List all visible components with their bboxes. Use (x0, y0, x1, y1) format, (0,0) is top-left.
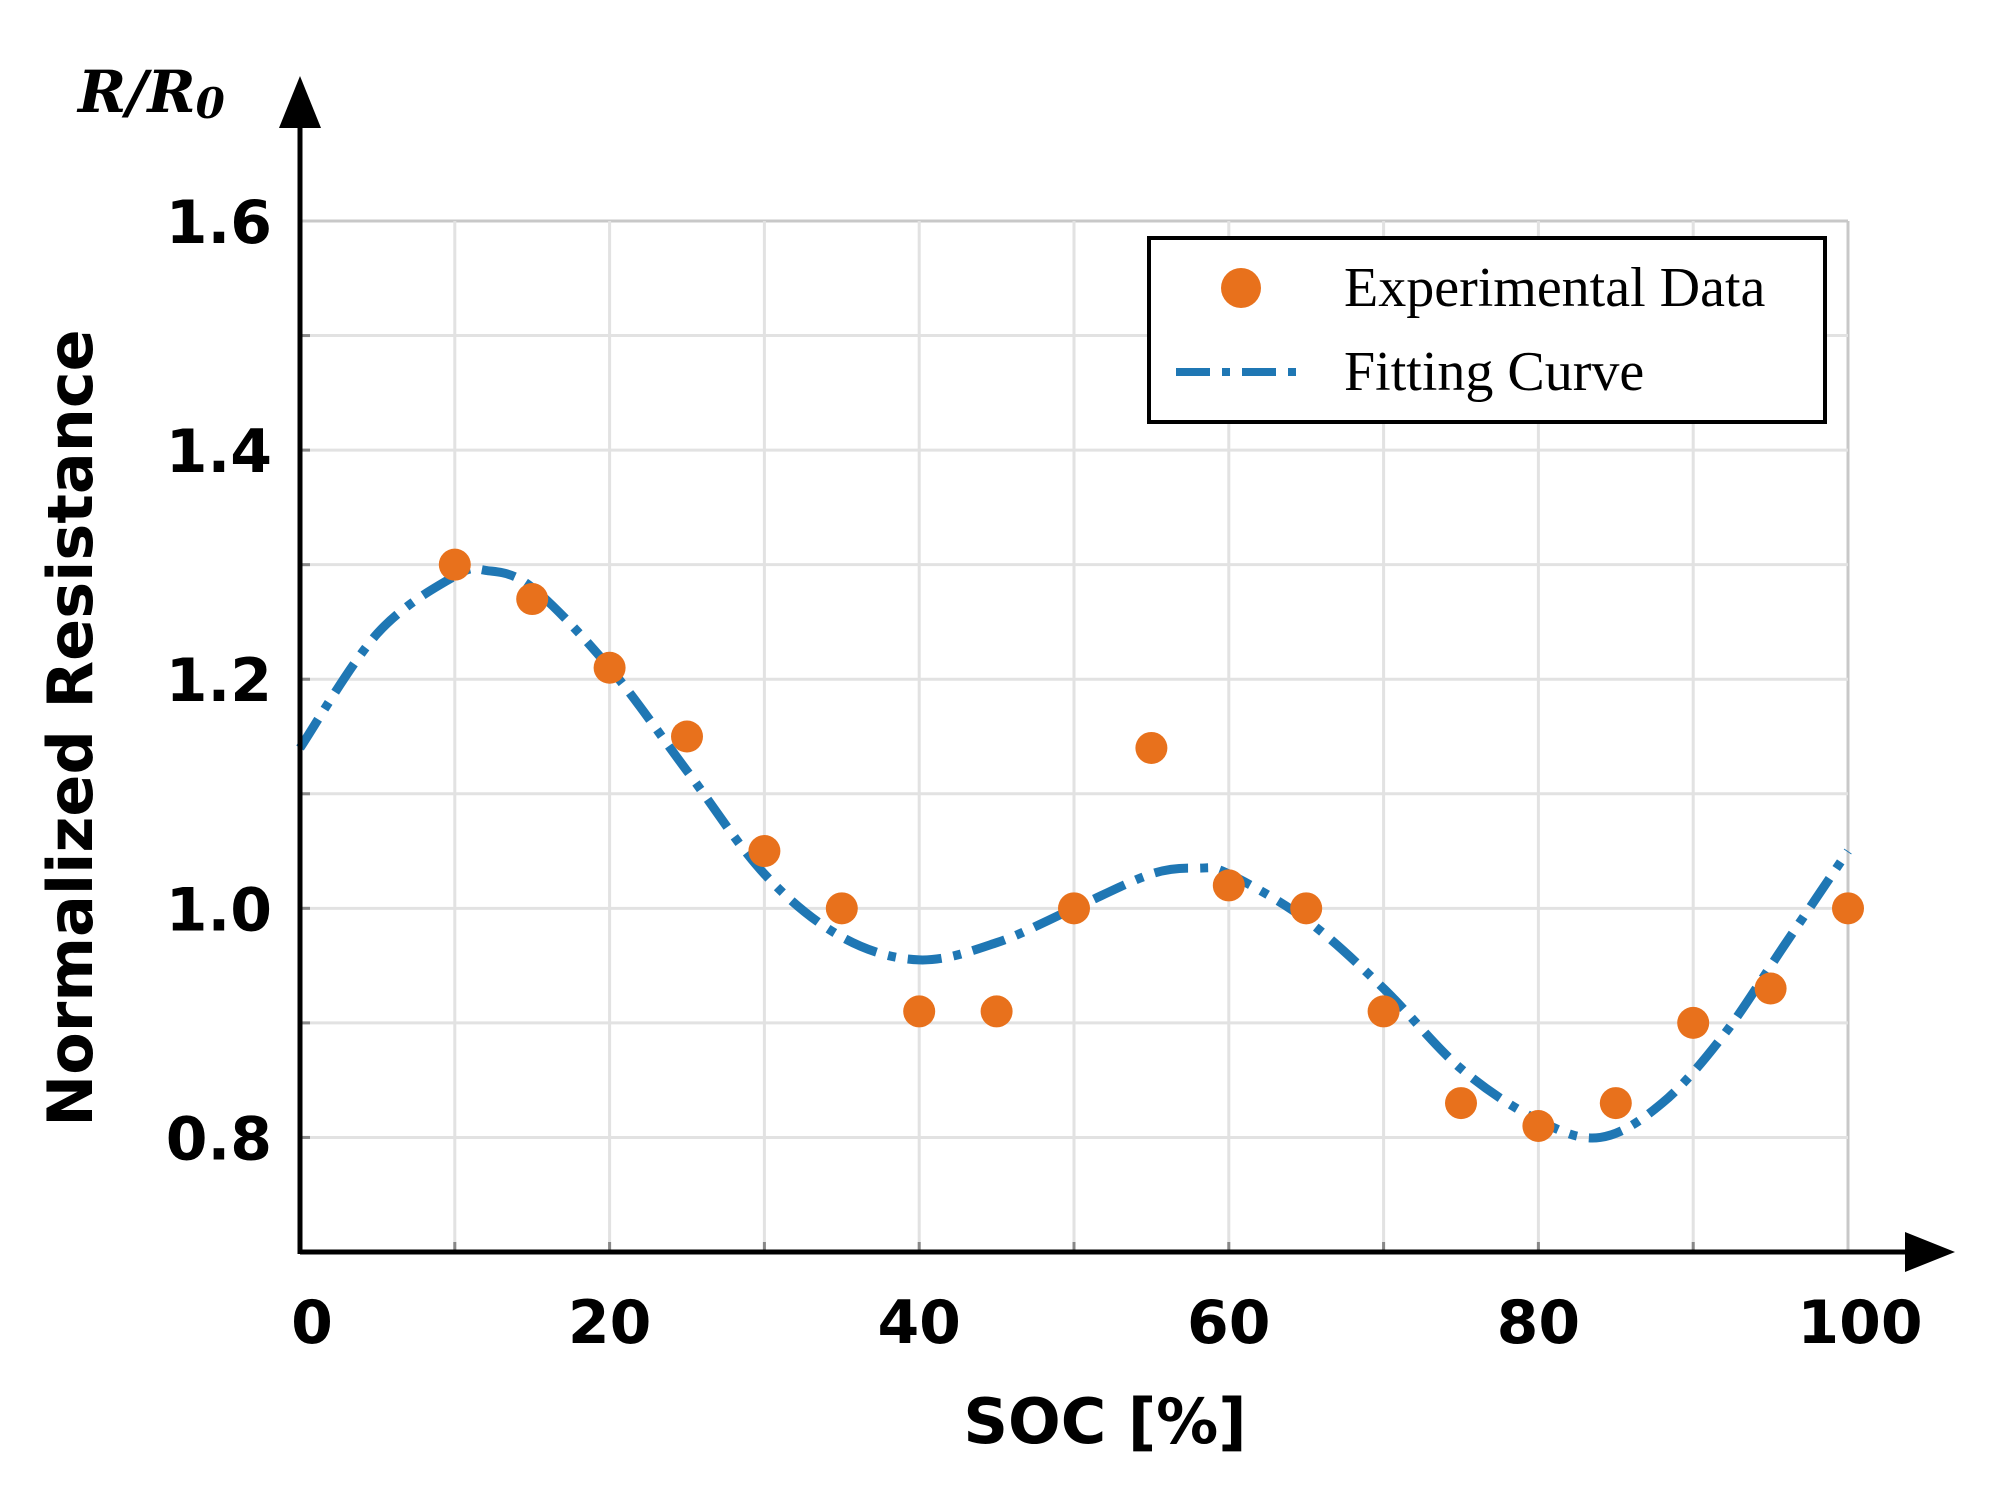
series-layer (296, 548, 1864, 1143)
x-tick-label: 20 (568, 1288, 652, 1358)
experimental-data-point (1832, 892, 1864, 925)
x-tick-label: 60 (1187, 1288, 1271, 1358)
legend-entry-fitting: Fitting Curve (1344, 341, 1644, 403)
ticks-layer: 0 20 40 60 80 100 0.8 1.0 1.2 1.4 1.6 (166, 188, 1923, 1358)
experimental-data-point (516, 583, 549, 616)
grid-layer (300, 219, 1850, 1252)
y-tick-label: 0.8 (166, 1104, 272, 1174)
experimental-data-point (1754, 972, 1787, 1005)
experimental-data-point (593, 651, 626, 684)
y-tick-label: 1.0 (166, 875, 272, 945)
experimental-data-point (1599, 1087, 1632, 1120)
y-axis-unit-label: R/R0 (76, 58, 225, 128)
y-tick-label: 1.4 (166, 417, 272, 487)
legend: Experimental Data Fitting Curve (1147, 236, 1827, 424)
experimental-data-point (1522, 1109, 1555, 1142)
experimental-data-point (1058, 892, 1090, 925)
y-tick-label: 1.6 (166, 188, 272, 258)
y-axis-arrow-icon (279, 76, 321, 128)
legend-box (1147, 236, 1827, 424)
experimental-data-point (825, 892, 858, 925)
experimental-data-point (748, 835, 781, 868)
experimental-data-point (1212, 869, 1245, 902)
experimental-data-point (671, 720, 703, 753)
experimental-data-point (1135, 731, 1168, 764)
experimental-data-point (438, 548, 471, 581)
y-tick-label: 1.2 (166, 646, 272, 716)
experimental-data-point (980, 995, 1013, 1028)
experimental-data-point (1367, 995, 1400, 1028)
experimental-data-point (1677, 1006, 1710, 1039)
x-tick-label: 40 (877, 1288, 961, 1358)
legend-scatter-marker-icon (1221, 268, 1261, 308)
x-axis-label: SOC [%] (963, 1385, 1246, 1458)
axes-layer (279, 76, 1955, 1272)
experimental-data-point (1445, 1087, 1477, 1120)
x-tick-label: 80 (1497, 1288, 1581, 1358)
x-tick-label: 100 (1797, 1288, 1922, 1358)
y-axis-unit-subscript: 0 (196, 79, 225, 128)
y-axis-unit-main: R/R (76, 58, 196, 126)
x-axis-arrow-icon (1905, 1232, 1955, 1272)
fitting-curve-line (296, 564, 1852, 1143)
legend-entry-experimental: Experimental Data (1344, 257, 1766, 319)
experimental-data-point (903, 995, 936, 1028)
y-axis-label: Normalized Resistance (34, 329, 107, 1126)
x-tick-label: 0 (291, 1288, 333, 1358)
experimental-data-point (1290, 892, 1323, 925)
